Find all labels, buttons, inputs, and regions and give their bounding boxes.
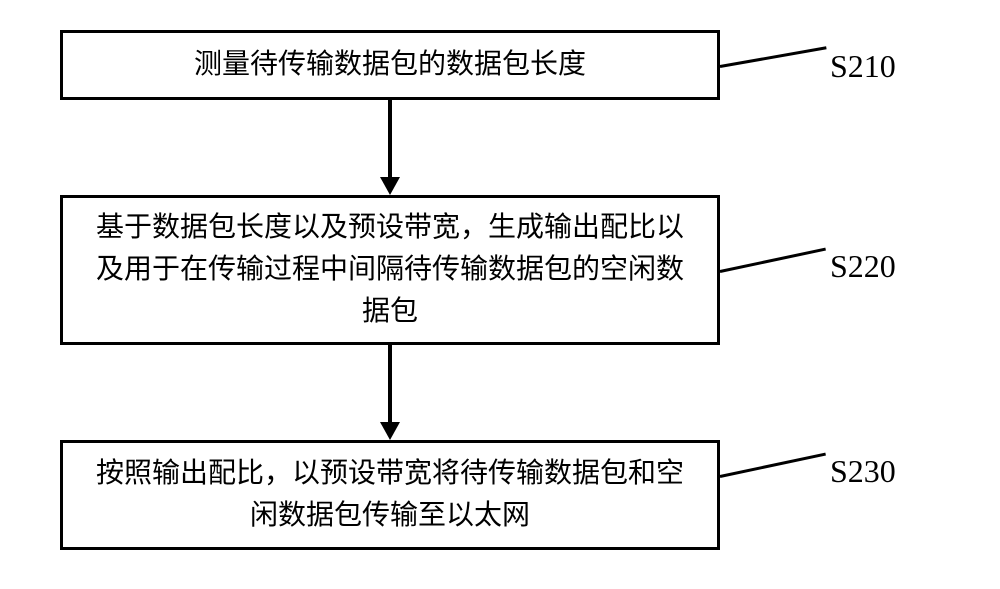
- step-label-2: S220: [830, 248, 896, 285]
- connector-2: [720, 248, 826, 273]
- flow-step-3: 按照输出配比，以预设带宽将待传输数据包和空闲数据包传输至以太网: [60, 440, 720, 550]
- arrow-2-head: [380, 422, 400, 440]
- step-label-3: S230: [830, 453, 896, 490]
- arrow-1-head: [380, 177, 400, 195]
- flow-step-3-text: 按照输出配比，以预设带宽将待传输数据包和空闲数据包传输至以太网: [83, 453, 697, 537]
- step-label-1: S210: [830, 48, 896, 85]
- connector-3: [720, 453, 826, 478]
- flow-step-2-text: 基于数据包长度以及预设带宽，生成输出配比以及用于在传输过程中间隔待传输数据包的空…: [83, 207, 697, 333]
- flow-step-1-text: 测量待传输数据包的数据包长度: [194, 44, 586, 86]
- flow-step-2: 基于数据包长度以及预设带宽，生成输出配比以及用于在传输过程中间隔待传输数据包的空…: [60, 195, 720, 345]
- flow-step-1: 测量待传输数据包的数据包长度: [60, 30, 720, 100]
- arrow-2-line: [388, 345, 392, 422]
- arrow-1-line: [388, 100, 392, 177]
- connector-1: [720, 46, 827, 68]
